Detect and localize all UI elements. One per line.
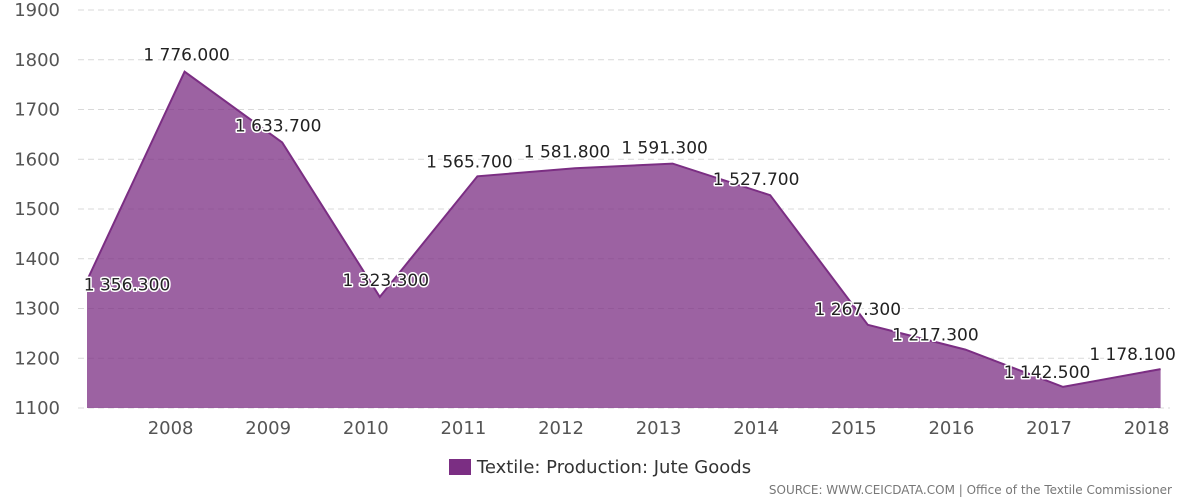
- x-tick-label: 2016: [928, 418, 974, 439]
- x-tick-label: 2011: [440, 418, 486, 439]
- data-label: 1 178.100: [1089, 345, 1176, 365]
- data-label: 1 142.500: [1004, 363, 1091, 383]
- y-tick-label: 1200: [14, 348, 60, 369]
- y-tick-label: 1300: [14, 299, 60, 320]
- x-axis-ticks: 2008 2009 2010 2011 2012 2013 2014 2015 2016 2017…: [148, 418, 1170, 439]
- x-tick-label: 2013: [636, 418, 682, 439]
- series-line: [86, 70, 1161, 388]
- legend[interactable]: Textile: Production: Jute Goods: [0, 457, 1200, 478]
- y-tick-label: 1900: [14, 0, 60, 21]
- source-credit: SOURCE: WWW.CEICDATA.COM | Office of the…: [768, 483, 1172, 497]
- x-tick-label: 2008: [148, 418, 194, 439]
- y-tick-label: 1800: [14, 50, 60, 71]
- area-series: [86, 70, 1161, 408]
- area-chart: 1100 1200 1300 1400 1500 1600 1700 1800 1900 200…: [14, 0, 1177, 439]
- x-tick-label: 2018: [1124, 418, 1170, 439]
- y-tick-label: 1100: [14, 398, 60, 419]
- data-label: 1 776.000: [143, 46, 230, 66]
- y-tick-label: 1600: [14, 149, 60, 170]
- data-labels: 1 356.300 1 776.000 1 633.700 1 323.300 1 56…: [82, 44, 1177, 384]
- y-tick-label: 1400: [14, 249, 60, 270]
- data-label: 1 633.700: [235, 116, 322, 136]
- y-tick-label: 1700: [14, 100, 60, 121]
- x-tick-label: 2014: [733, 418, 779, 439]
- data-label: 1 356.300: [84, 275, 171, 295]
- data-label: 1 565.700: [426, 152, 513, 172]
- legend-swatch: [448, 459, 471, 475]
- data-label: 1 267.300: [815, 300, 902, 320]
- data-label: 1 527.700: [713, 170, 800, 190]
- legend-label: Textile: Production: Jute Goods: [476, 457, 752, 478]
- data-label: 1 217.300: [892, 326, 979, 346]
- x-tick-label: 2009: [245, 418, 291, 439]
- area-fill: [87, 71, 1161, 408]
- data-label: 1 591.300: [621, 139, 708, 159]
- data-label: 1 323.300: [343, 271, 430, 291]
- x-tick-label: 2017: [1026, 418, 1072, 439]
- data-label: 1 581.800: [524, 142, 611, 162]
- y-tick-label: 1500: [14, 199, 60, 220]
- x-tick-label: 2012: [538, 418, 584, 439]
- y-axis-ticks: 1100 1200 1300 1400 1500 1600 1700 1800 1900: [14, 0, 60, 419]
- x-tick-label: 2015: [831, 418, 877, 439]
- x-tick-label: 2010: [343, 418, 389, 439]
